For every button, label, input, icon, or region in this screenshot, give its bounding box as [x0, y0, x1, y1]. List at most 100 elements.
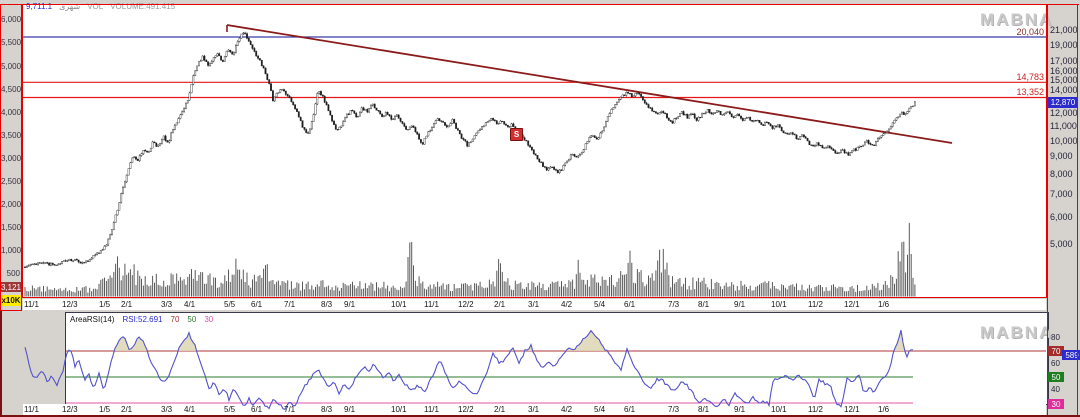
- volume-value-label: VOLUME:491.415: [110, 2, 176, 11]
- volume-axis-tick: 5,000: [1, 61, 22, 71]
- price-axis-tick: 10,000: [1050, 135, 1078, 146]
- rsi-level-30-label: 30: [204, 315, 214, 324]
- date-label: 12/1: [844, 300, 860, 309]
- date-label: 6/1: [624, 405, 636, 414]
- date-label: 11/1: [424, 300, 439, 309]
- date-label: 10/1: [391, 405, 407, 414]
- watermark-rsi: MABNA: [980, 323, 1054, 342]
- symbol-label: شهری: [59, 2, 81, 11]
- volume-axis-tick: 2,500: [1, 177, 22, 186]
- date-label: 2/1: [494, 300, 506, 309]
- volume-unit-badge: x10K: [1, 295, 21, 306]
- sell-signal-marker[interactable]: S: [510, 128, 523, 141]
- date-label: 11/1: [24, 300, 39, 309]
- date-label: 5/4: [594, 300, 606, 309]
- date-label: 3/1: [528, 300, 540, 309]
- level-line-label: 13,352: [1016, 87, 1044, 98]
- volume-axis-tick: 3,000: [1, 153, 22, 163]
- rsi-70-badge: 70: [1048, 346, 1064, 356]
- date-label: 3/1: [528, 405, 540, 414]
- last-price-badge: 12,870: [1048, 97, 1078, 109]
- price-axis-tick: 7,000: [1050, 188, 1073, 199]
- price-axis-tick: 11,000: [1050, 121, 1077, 132]
- date-label: 8/3: [321, 405, 333, 414]
- rsi-50-badge: 50: [1048, 372, 1064, 382]
- date-label: 7/1: [284, 405, 296, 414]
- volume-axis-tick: 500: [6, 269, 20, 279]
- date-label: 2/1: [121, 300, 133, 309]
- volume-axis-tick: 4,500: [1, 84, 22, 94]
- volume-axis-tick: 2,000: [1, 200, 22, 210]
- date-label: 4/1: [184, 300, 196, 309]
- volume-axis-tick: 3,500: [1, 130, 22, 140]
- level-line-label: 14,783: [1016, 72, 1044, 83]
- date-label: 4/2: [561, 300, 573, 309]
- date-label: 1/5: [99, 300, 111, 309]
- date-label: 11/2: [808, 405, 823, 414]
- date-label: 11/2: [808, 300, 823, 309]
- price-axis-tick: 16,000: [1050, 65, 1078, 76]
- date-label: 8/1: [698, 405, 710, 414]
- date-label: 5/4: [594, 405, 606, 414]
- volume-axis-tick: 1,000: [1, 246, 22, 256]
- volume-axis-tick: 1,500: [1, 223, 22, 233]
- volume-value-badge: 3,121: [0, 282, 22, 292]
- date-label: 6/1: [251, 300, 263, 309]
- date-axis-strip-rsi: [23, 404, 1046, 415]
- rsi-axis-tick: 40: [1051, 385, 1060, 394]
- rsi-indicator-name: AreaRSI(14): [70, 315, 115, 324]
- rsi-value-badge: 589: [1062, 350, 1080, 360]
- price-axis-tick: 21,000: [1050, 25, 1078, 35]
- price-axis-tick: 17,000: [1050, 56, 1078, 67]
- date-label: 6/1: [624, 300, 636, 309]
- price-axis-tick: 5,000: [1050, 238, 1073, 249]
- date-label: 11/1: [24, 405, 39, 414]
- price-axis-tick: 6,000: [1050, 211, 1073, 222]
- date-label: 4/1: [184, 405, 196, 414]
- date-label: 12/3: [62, 405, 78, 414]
- rsi-panel[interactable]: [65, 312, 1049, 405]
- rsi-30-badge: 30: [1048, 399, 1064, 409]
- date-label: 1/6: [878, 405, 890, 414]
- price-axis-tick: 19,000: [1050, 39, 1078, 50]
- date-label: 9/1: [734, 405, 746, 414]
- date-label: 10/1: [391, 300, 407, 309]
- rsi-header: AreaRSI(14) RSI:52.691 70 50 30: [70, 315, 213, 324]
- date-label: 8/3: [321, 300, 333, 309]
- volume-axis-tick: 5,500: [1, 38, 22, 48]
- vol-indicator-label: VOL: [87, 2, 104, 11]
- date-label: 12/1: [844, 405, 860, 414]
- volume-axis-tick: 4,000: [1, 107, 22, 117]
- rsi-current-value: RSI:52.691: [122, 315, 163, 324]
- price-axis-tick: 12,000: [1050, 108, 1078, 119]
- last-price-label: 9,711.1: [26, 2, 53, 11]
- date-label: 4/2: [561, 405, 573, 414]
- date-label: 9/1: [344, 300, 356, 309]
- rsi-level-70-label: 70: [170, 315, 180, 324]
- date-label: 11/1: [424, 405, 439, 414]
- price-axis-tick: 15,000: [1050, 75, 1078, 86]
- date-label: 5/5: [224, 300, 236, 309]
- date-label: 1/6: [878, 300, 890, 309]
- price-axis-tick: 14,000: [1050, 85, 1078, 96]
- date-label: 10/1: [771, 300, 787, 309]
- date-label: 7/1: [284, 300, 296, 309]
- date-label: 9/1: [734, 300, 746, 309]
- date-label: 9/1: [344, 405, 356, 414]
- date-label: 2/1: [121, 405, 133, 414]
- rsi-axis-tick: 80: [1051, 333, 1060, 342]
- date-label: 7/3: [668, 300, 680, 309]
- date-label: 2/1: [494, 405, 506, 414]
- price-axis-tick: 9,000: [1050, 151, 1073, 162]
- level-line-label: 20,040: [1016, 26, 1044, 37]
- date-label: 7/3: [668, 405, 680, 414]
- date-label: 5/5: [224, 405, 236, 414]
- volume-axis-tick: 6,000: [1, 15, 22, 25]
- date-label: 10/1: [771, 405, 787, 414]
- date-axis-strip-main: [23, 299, 1046, 310]
- chart-header: 9,711.1 شهری VOL VOLUME:491.415: [26, 2, 175, 11]
- watermark-main: MABNA: [980, 10, 1054, 29]
- date-label: 12/2: [458, 405, 474, 414]
